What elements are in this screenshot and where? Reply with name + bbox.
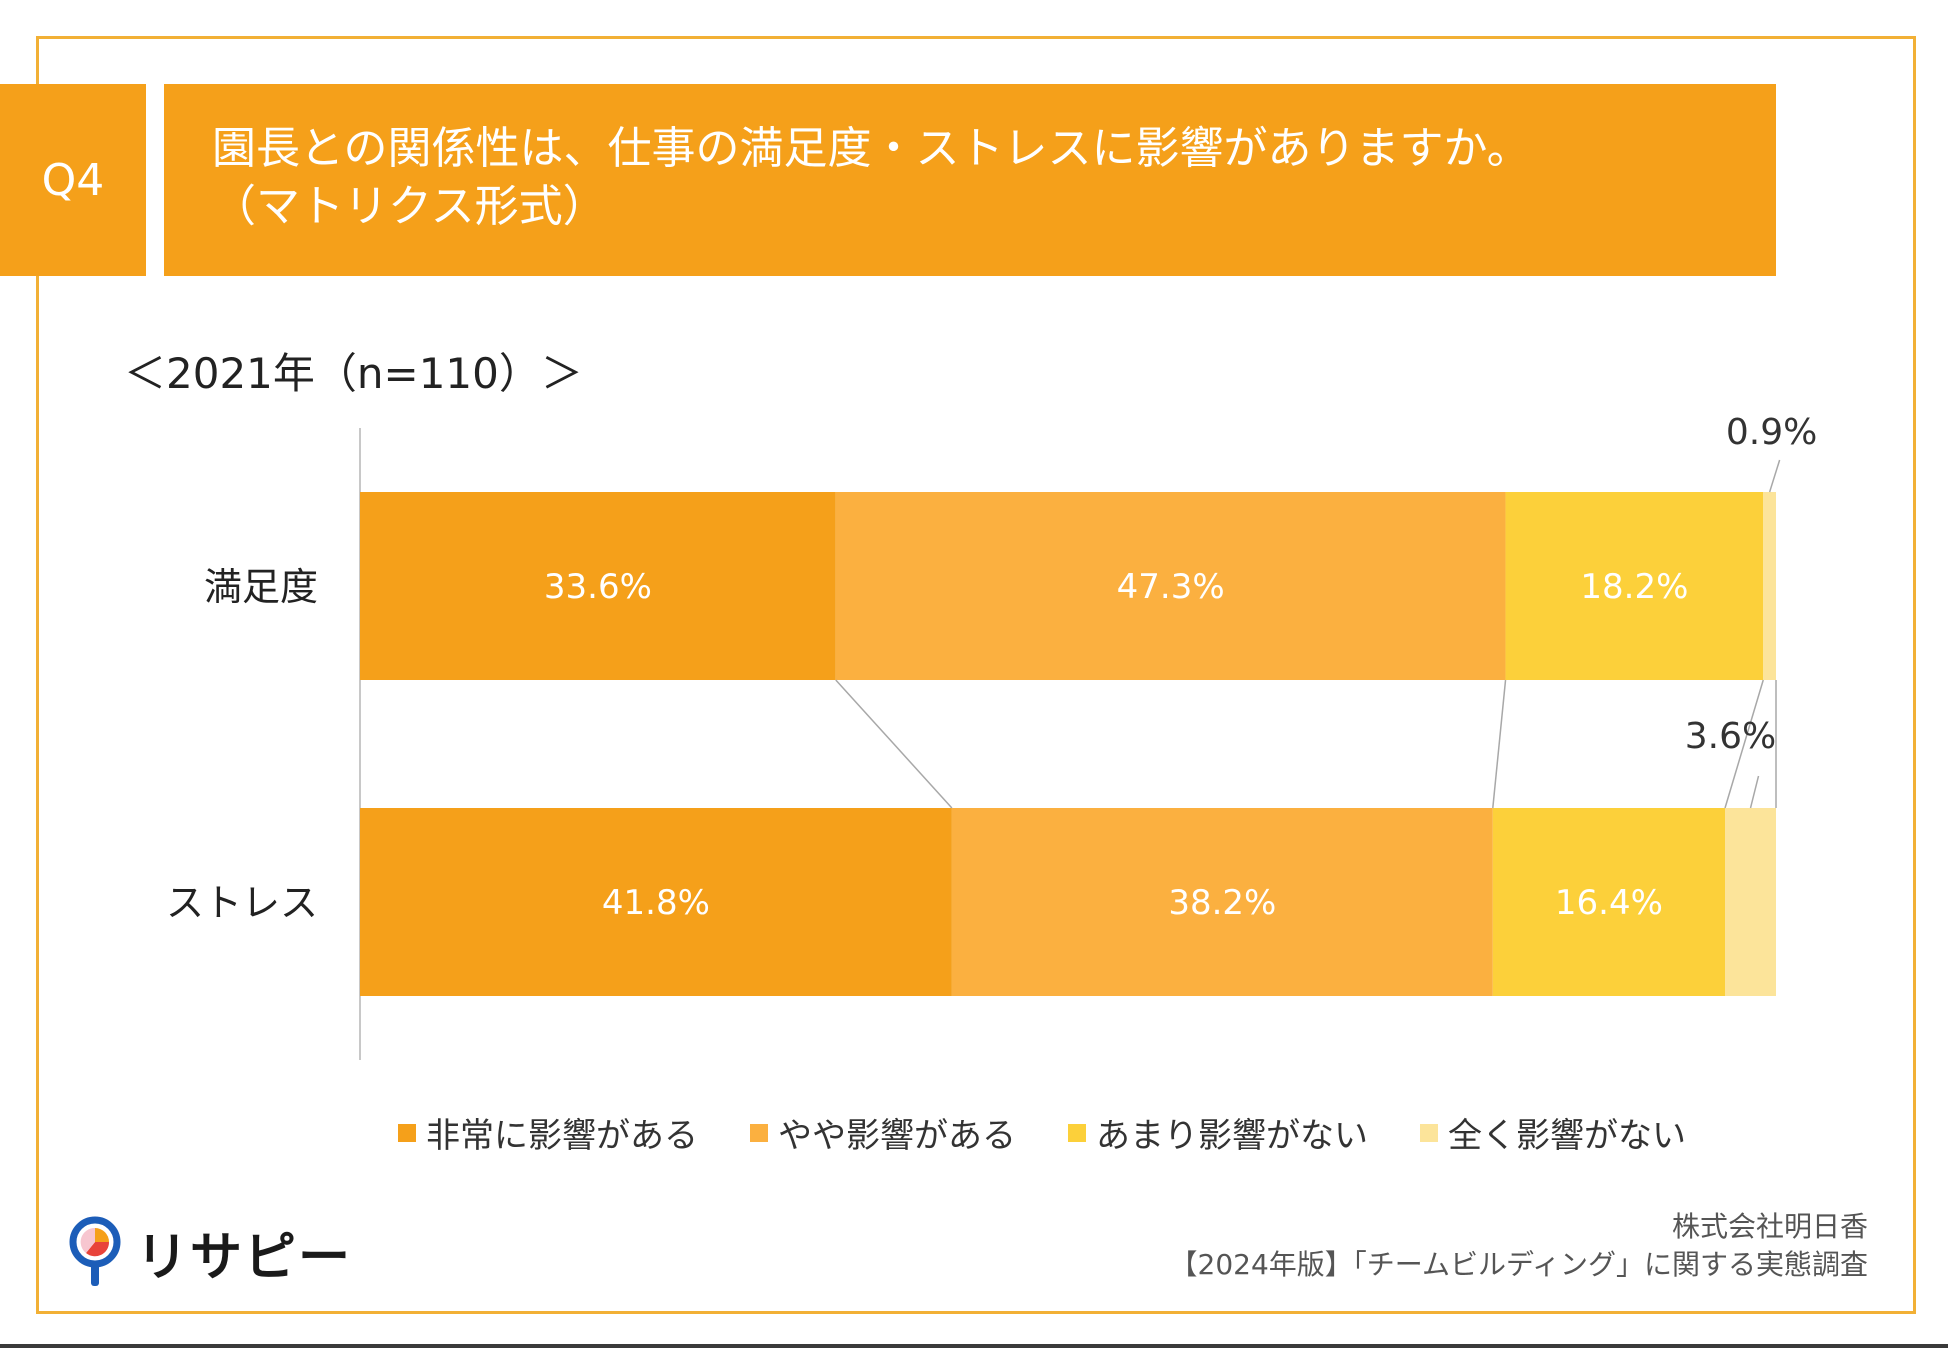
bar-satisfaction-series-2 bbox=[835, 492, 1506, 680]
legend-item-3: あまり影響がない bbox=[1068, 1108, 1368, 1157]
callout-line-satisfaction bbox=[1768, 459, 1781, 493]
brand-logo: リサピー bbox=[66, 1214, 352, 1290]
bar-stress-series-1 bbox=[360, 808, 952, 996]
question-number: Q4 bbox=[41, 154, 105, 206]
connector-line-3 bbox=[1724, 679, 1764, 809]
legend-label-3: あまり影響がない bbox=[1096, 1116, 1368, 1156]
chart-legend: 非常に影響がある やや影響がある あまり影響がない 全く影響がない bbox=[398, 1108, 1738, 1157]
connector-line-2 bbox=[1492, 679, 1507, 809]
magnifier-logo-icon bbox=[69, 1216, 121, 1286]
title-line-2: （マトリクス形式） bbox=[212, 181, 607, 232]
legend-swatch-2 bbox=[750, 1123, 768, 1142]
legend-item-2: やや影響がある bbox=[750, 1108, 1016, 1157]
legend-swatch-1 bbox=[398, 1123, 416, 1142]
title-banner: 園長との関係性は、仕事の満足度・ストレスに影響がありますか。 （マトリクス形式） bbox=[164, 84, 1776, 276]
bar-stress-series-2 bbox=[951, 808, 1493, 996]
legend-label-4: 全く影響がない bbox=[1448, 1116, 1686, 1156]
data-label-satisfaction-3: 18.2% bbox=[1580, 567, 1688, 607]
data-label-stress-4: 3.6% bbox=[1685, 716, 1776, 757]
legend-swatch-4 bbox=[1420, 1123, 1438, 1142]
logo-text: リサピー bbox=[136, 1227, 353, 1288]
bar-satisfaction-series-4 bbox=[1763, 492, 1776, 680]
legend-label-2: やや影響がある bbox=[778, 1116, 1016, 1156]
bottom-divider bbox=[0, 1344, 1948, 1348]
bar-stress-series-4 bbox=[1725, 808, 1776, 996]
stacked-bar-chart: 満足度 33.6% 47.3% 18.2% ストレス 41.8% 38.2% 16.4% 0.9… bbox=[166, 412, 1817, 1060]
bar-stress-series-3 bbox=[1492, 808, 1726, 996]
legend-item-4: 全く影響がない bbox=[1420, 1108, 1686, 1157]
year-sample-label: ＜2021年（n=110）＞ bbox=[124, 349, 583, 398]
outer-frame bbox=[36, 36, 1916, 1314]
source-survey-title: 【2024年版】「チームビルディング」に関する実態調査 bbox=[1169, 1248, 1868, 1281]
title-line-1: 園長との関係性は、仕事の満足度・ストレスに影響がありますか。 bbox=[212, 123, 1531, 174]
legend-swatch-3 bbox=[1068, 1123, 1086, 1142]
data-label-satisfaction-4: 0.9% bbox=[1726, 412, 1817, 453]
bar-satisfaction-series-1 bbox=[360, 492, 836, 680]
callout-line-stress bbox=[1749, 775, 1760, 809]
data-label-satisfaction-1: 33.6% bbox=[544, 567, 652, 607]
data-label-satisfaction-2: 47.3% bbox=[1117, 567, 1225, 607]
legend-item-1: 非常に影響がある bbox=[398, 1108, 698, 1157]
bar-satisfaction-series-3 bbox=[1505, 492, 1764, 680]
source-credit: 株式会社明日香 【2024年版】「チームビルディング」に関する実態調査 bbox=[1170, 1208, 1868, 1284]
legend-label-1: 非常に影響がある bbox=[426, 1116, 698, 1156]
data-label-stress-3: 16.4% bbox=[1555, 883, 1663, 923]
data-label-stress-1: 41.8% bbox=[602, 883, 710, 923]
category-label-stress: ストレス bbox=[166, 881, 318, 925]
data-label-stress-2: 38.2% bbox=[1168, 883, 1276, 923]
question-number-badge: Q4 bbox=[0, 84, 146, 276]
source-company: 株式会社明日香 bbox=[1671, 1210, 1868, 1243]
category-label-satisfaction: 満足度 bbox=[204, 565, 318, 609]
connector-line-1 bbox=[835, 679, 953, 809]
